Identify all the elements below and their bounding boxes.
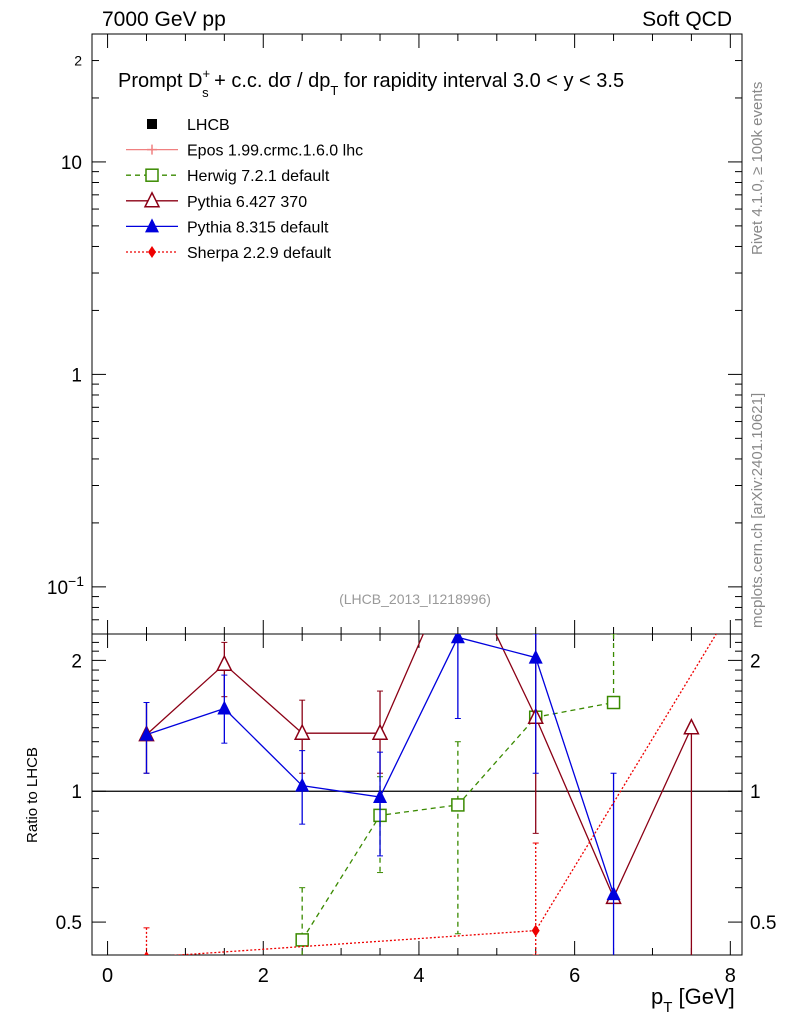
legend-label: Sherpa 2.2.9 default [187,245,332,262]
y-tick-label: 10 [61,153,82,174]
y-tick-label: 10−1 [47,573,84,599]
legend-label: LHCB [187,117,230,134]
legend-label: Pythia 6.427 370 [187,194,307,211]
legend-entry-epos: Epos 1.99.crmc.1.6.0 lhc [126,143,363,160]
series-line [169,634,717,955]
legend-entry-data: LHCB [147,117,230,134]
legend-label: Herwig 7.2.1 default [187,168,330,185]
marker [528,649,543,664]
ratio-y-tick-label: 1 [71,782,82,803]
x-tick-label: 2 [258,965,269,987]
legend-entry-sherpa: Sherpa 2.2.9 default [126,245,332,262]
marker [450,634,465,644]
ratio-y-tick-label-right: 0.5 [750,913,776,934]
legend-entry-pythia8: Pythia 8.315 default [126,218,329,236]
x-axis-label: pT [GeV] [651,984,735,1016]
marker [371,723,389,740]
legend-entry-herwig: Herwig 7.2.1 default [126,168,330,185]
marker [143,191,161,208]
header-category: Soft QCD [642,8,732,31]
legend-entry-pythia6: Pythia 6.427 370 [126,191,307,211]
marker [451,547,465,561]
x-tick-label: 8 [725,965,736,987]
y-tick-label: 1 [71,365,82,386]
ratio-y-tick-label: 0.5 [56,913,82,934]
x-tick-label: 6 [569,965,580,987]
ratio-y-tick-label-right: 1 [750,782,761,803]
marker [295,777,310,792]
legend-label: Pythia 8.315 default [187,219,329,236]
series-sherpa [143,605,734,955]
marker [293,723,311,740]
ratio-y-axis-label: Ratio to LHCB [24,747,41,843]
ratio-y-tick-label: 2 [71,651,82,672]
marker [373,788,388,803]
chart-title: Prompt D+ s + c.c. dσ / dpT for rapidity … [118,66,624,100]
marker [148,246,156,258]
x-tick-label: 4 [413,965,424,987]
series-pythia6 [138,547,700,955]
marker [606,695,621,710]
marker [683,718,700,735]
marker [145,218,159,233]
marker [451,798,465,812]
marker [216,654,233,671]
series-pythia8 [139,634,621,955]
series-line [146,634,692,899]
marker [606,886,621,901]
ratio-y-tick-label-right: 2 [750,651,761,672]
marker [145,168,159,182]
analysis-tag: (LHCB_2013_I1218996) [339,591,491,607]
ratio-plot-frame [91,633,743,956]
marker [147,119,157,129]
marker [143,951,149,955]
marker [217,700,232,715]
header-energy: 7000 GeV pp [102,8,226,31]
marker [295,933,309,947]
marker [531,924,540,937]
marker [139,726,154,741]
legend-label: Epos 1.99.crmc.1.6.0 lhc [187,143,363,160]
marker [726,605,734,617]
y-tick-label: 2 [74,53,82,69]
x-tick-label: 0 [102,965,113,987]
